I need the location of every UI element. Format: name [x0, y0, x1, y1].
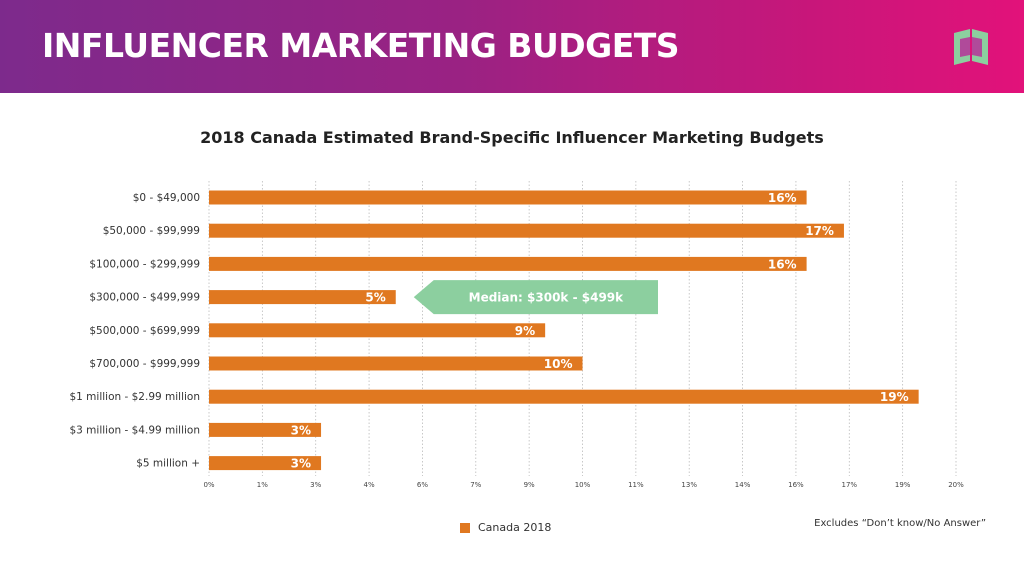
- category-label: $3 million - $4.99 million: [69, 424, 200, 436]
- x-tick-label: 11%: [628, 481, 644, 489]
- data-label: 19%: [880, 390, 909, 404]
- bar: [209, 456, 322, 471]
- data-label: 10%: [544, 357, 573, 371]
- category-label: $1 million - $2.99 million: [69, 391, 200, 403]
- x-tick-label: 4%: [364, 481, 375, 489]
- brand-logo-icon: [954, 29, 988, 65]
- bar: [209, 389, 919, 404]
- data-label: 17%: [805, 224, 834, 238]
- header-banner: INFLUENCER MARKETING BUDGETS: [0, 0, 1024, 93]
- x-tick-label: 0%: [203, 481, 214, 489]
- data-label: 9%: [515, 324, 535, 338]
- x-tick-label: 17%: [842, 481, 858, 489]
- legend-swatch: [460, 522, 470, 533]
- bar: [209, 356, 583, 371]
- chart-title: 2018 Canada Estimated Brand-Specific Inf…: [200, 128, 824, 147]
- category-label: $5 million +: [136, 458, 200, 470]
- bar: [209, 223, 844, 238]
- x-tick-label: 6%: [417, 481, 428, 489]
- x-tick-label: 7%: [470, 481, 481, 489]
- data-label: 5%: [365, 291, 385, 305]
- data-label: 3%: [291, 423, 311, 437]
- x-tick-label: 20%: [948, 481, 964, 489]
- legend-label: Canada 2018: [478, 521, 552, 534]
- x-tick-label: 3%: [310, 481, 321, 489]
- category-label: $50,000 - $99,999: [103, 225, 200, 237]
- data-label: 3%: [291, 457, 311, 471]
- category-label: $700,000 - $999,999: [89, 358, 200, 370]
- median-callout-text: Median: $300k - $499k: [469, 291, 625, 305]
- data-label: 16%: [768, 191, 797, 205]
- page-title: INFLUENCER MARKETING BUDGETS: [42, 26, 680, 65]
- bar: [209, 290, 396, 305]
- chart-footnote: Excludes “Don’t know/No Answer”: [814, 518, 986, 529]
- data-label: 16%: [768, 257, 797, 271]
- x-tick-label: 19%: [895, 481, 911, 489]
- category-label: $0 - $49,000: [133, 192, 200, 204]
- chart-legend: Canada 2018: [460, 521, 551, 534]
- median-callout-arrow: [413, 280, 658, 315]
- bar: [209, 256, 807, 271]
- bar: [209, 323, 546, 338]
- category-label: $300,000 - $499,999: [89, 292, 200, 304]
- x-tick-label: 9%: [524, 481, 535, 489]
- bar: [209, 422, 322, 437]
- x-tick-label: 14%: [735, 481, 751, 489]
- category-label: $100,000 - $299,999: [89, 258, 200, 270]
- x-tick-label: 10%: [575, 481, 591, 489]
- category-label: $500,000 - $699,999: [89, 325, 200, 337]
- bar: [209, 190, 807, 205]
- x-tick-label: 1%: [257, 481, 268, 489]
- x-tick-label: 16%: [788, 481, 804, 489]
- x-tick-label: 13%: [681, 481, 697, 489]
